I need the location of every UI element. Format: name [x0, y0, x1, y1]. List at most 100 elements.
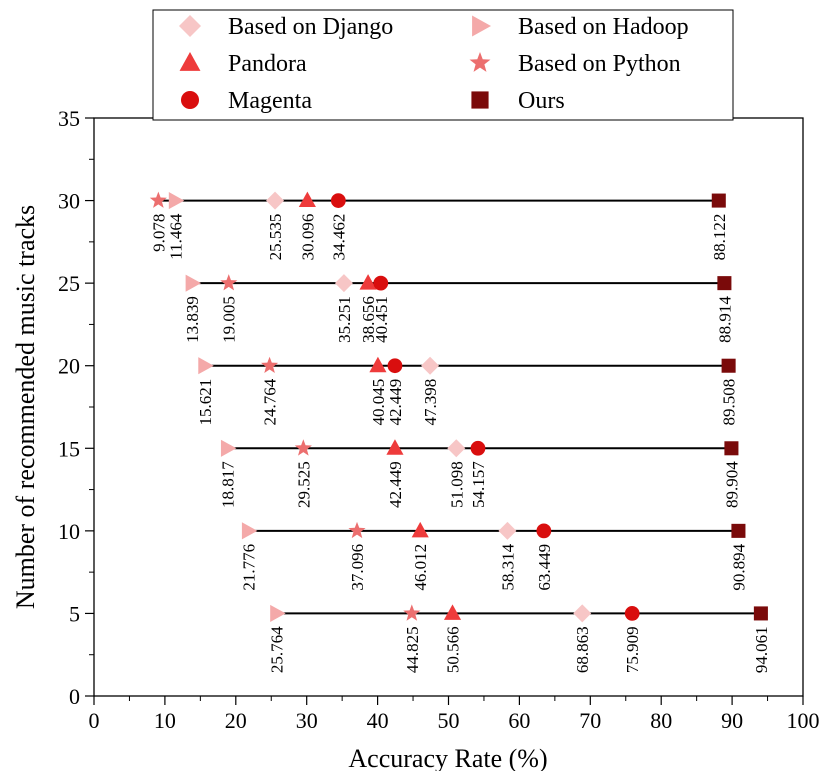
data-point	[421, 356, 440, 375]
data-point	[721, 358, 736, 373]
x-tick-label: 40	[367, 708, 389, 733]
data-label: 25.764	[268, 626, 287, 673]
data-label: 21.776	[239, 544, 258, 591]
y-axis-title: Number of recommended music tracks	[11, 205, 40, 609]
legend-marker	[180, 90, 200, 110]
data-point	[373, 275, 389, 291]
data-label: 13.839	[183, 296, 202, 343]
data-label: 30.096	[298, 214, 317, 261]
data-point	[220, 439, 237, 457]
data-label: 19.005	[220, 296, 239, 343]
data-point	[624, 606, 640, 621]
data-point	[470, 440, 486, 456]
data-point	[573, 604, 592, 623]
data-point	[298, 191, 316, 208]
legend: Based on Django Based on Hadoop Pandora Bas…	[152, 9, 734, 121]
data-label: 42.449	[386, 461, 405, 508]
x-tick-label: 60	[508, 708, 530, 733]
x-tick-label: 50	[438, 708, 460, 733]
data-label: 51.098	[447, 461, 466, 508]
data-label: 46.012	[411, 544, 430, 591]
data-point	[724, 441, 739, 456]
data-label: 42.449	[386, 379, 405, 426]
data-label: 40.451	[372, 296, 391, 343]
data-label: 15.621	[196, 379, 215, 426]
data-point	[241, 522, 258, 540]
legend-label: Based on Hadoop	[518, 14, 689, 40]
data-label: 58.314	[498, 543, 517, 590]
data-label: 63.449	[535, 544, 554, 591]
data-point	[149, 191, 167, 208]
data-point	[294, 439, 312, 456]
data-label: 29.525	[294, 461, 313, 508]
data-label: 44.825	[403, 626, 422, 673]
data-point	[334, 274, 353, 293]
x-tick-label: 30	[296, 708, 318, 733]
data-point	[168, 192, 185, 210]
x-tick-label: 0	[89, 708, 100, 733]
data-point	[753, 606, 768, 621]
legend-marker	[469, 52, 491, 72]
x-tick-label: 20	[225, 708, 247, 733]
data-point	[266, 191, 285, 210]
y-tick-label: 5	[69, 601, 80, 626]
legend-box	[152, 9, 734, 121]
data-label: 9.078	[149, 214, 168, 252]
data-point	[711, 193, 726, 208]
data-label: 50.566	[444, 626, 463, 673]
data-label: 88.914	[715, 296, 734, 343]
data-labels: 68.863 58.314 51.098 47.398 35.251 25.535 25.7…	[149, 213, 771, 673]
x-axis-title: Accuracy Rate (%)	[348, 744, 547, 771]
data-point	[261, 356, 279, 373]
data-point	[359, 274, 377, 290]
legend-marker	[472, 15, 491, 37]
data-point	[270, 604, 286, 622]
data-point	[411, 521, 429, 538]
data-point	[717, 276, 732, 291]
legend-marker	[179, 52, 201, 71]
data-point	[447, 439, 466, 458]
x-tick-label: 10	[154, 708, 176, 733]
data-label: 94.061	[752, 626, 771, 673]
data-point	[731, 523, 746, 538]
y-tick-label: 10	[58, 519, 80, 544]
y-tick-label: 15	[58, 436, 80, 461]
data-label: 18.817	[218, 461, 237, 508]
x-tick-label: 70	[579, 708, 601, 733]
data-label: 11.464	[166, 213, 185, 260]
y-tick-label: 30	[58, 189, 80, 214]
data-label: 40.045	[369, 379, 388, 426]
data-label: 24.764	[261, 378, 280, 425]
axes: 0 10 20 30 40 50 60 70 80 90 100 0 5 10 15 20 25 30 35	[58, 106, 820, 733]
data-label: 35.251	[335, 296, 354, 343]
data-point	[498, 521, 517, 540]
data-label: 38.656	[359, 296, 378, 343]
x-tick-label: 80	[650, 708, 672, 733]
data-markers	[149, 191, 768, 623]
legend-label: Magenta	[228, 88, 312, 114]
data-point	[369, 356, 387, 373]
data-point	[330, 193, 346, 208]
data-point	[185, 274, 202, 292]
data-label: 25.535	[266, 214, 285, 261]
data-label: 54.157	[469, 461, 488, 508]
data-label: 89.904	[722, 461, 741, 508]
data-point	[348, 521, 366, 539]
legend-marker	[179, 15, 201, 37]
y-tick-label: 20	[58, 354, 80, 379]
data-point	[403, 604, 421, 621]
x-tick-label: 90	[721, 708, 743, 733]
data-label: 47.398	[421, 379, 440, 426]
legend-label: Pandora	[228, 51, 307, 77]
data-label: 68.863	[573, 626, 592, 673]
data-label: 37.096	[348, 544, 367, 591]
y-tick-label: 35	[58, 106, 80, 131]
data-label: 89.508	[720, 379, 739, 426]
data-point	[386, 439, 404, 455]
y-tick-label: 0	[69, 684, 80, 709]
legend-label: Ours	[518, 88, 565, 114]
data-point	[198, 357, 214, 375]
legend-label: Based on Python	[518, 51, 681, 77]
legend-marker	[471, 91, 489, 109]
